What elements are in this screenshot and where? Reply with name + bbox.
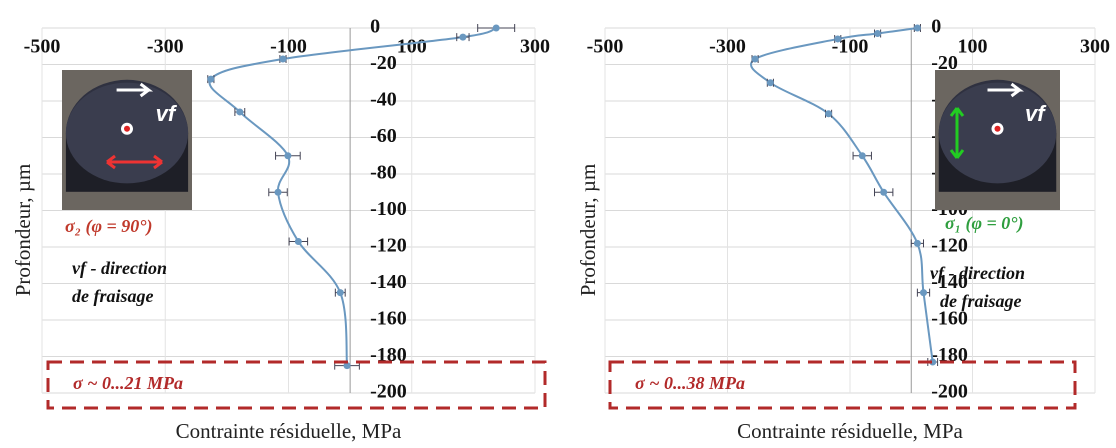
x-tick-label: -500 (587, 36, 624, 58)
y-tick-label: -100 (370, 198, 407, 220)
annotation: vf - direction (72, 258, 167, 278)
box-label: σ ~ 0...38 MPa (635, 373, 745, 393)
box-label: σ ~ 0...21 MPa (73, 373, 183, 393)
x-tick-label: 100 (958, 36, 988, 58)
x-axis-label: Contrainte résiduelle, MPa (176, 419, 402, 443)
photo-label: vf (156, 101, 178, 126)
y-tick-label: -40 (370, 89, 397, 111)
data-point (858, 152, 866, 160)
annotation: de fraisage (940, 291, 1021, 311)
y-tick-label: 0 (370, 16, 380, 38)
y-tick-label: -140 (931, 271, 968, 293)
data-point (336, 289, 344, 297)
y-tick-label: -20 (370, 52, 397, 74)
target-dot (124, 125, 130, 132)
data-point (236, 108, 244, 116)
data-point (279, 55, 287, 63)
direction-arrow (949, 107, 965, 159)
x-tick-label: 100 (397, 36, 427, 58)
y-tick-label: 0 (931, 16, 941, 38)
y-tick-label: -120 (370, 235, 407, 257)
data-point (929, 358, 937, 366)
x-tick-label: -100 (270, 36, 307, 58)
x-axis-label: Contrainte résiduelle, MPa (737, 419, 963, 443)
y-tick-label: -120 (931, 235, 968, 257)
x-tick-label: 300 (520, 36, 550, 58)
y-tick-label: -160 (931, 308, 968, 330)
data-point (274, 188, 282, 196)
data-point (492, 24, 500, 32)
y-tick-label: -200 (931, 381, 968, 403)
data-point (913, 239, 921, 247)
feed-arrow (987, 82, 1024, 98)
data-point (459, 33, 467, 41)
line (208, 27, 497, 366)
photo-label: vf (1025, 101, 1047, 126)
y-tick-label: -20 (931, 52, 958, 74)
y-axis-label: Profondeur, µm (576, 164, 600, 297)
data-point (874, 29, 882, 37)
y-tick-label: -160 (370, 308, 407, 330)
y-axis-label: Profondeur, µm (11, 164, 35, 297)
highlight-box (46, 360, 547, 410)
data-point (294, 238, 302, 246)
data-point (751, 55, 759, 63)
data-point (825, 110, 833, 118)
highlight-box (608, 360, 1077, 410)
y-tick-label: -140 (370, 271, 407, 293)
annotation: de fraisage (72, 286, 153, 306)
annotation: σ₂ (φ = 90°) (65, 216, 152, 237)
feed-arrow (116, 82, 154, 98)
target-dot (994, 125, 1001, 132)
chart: 0-20-40-60-80-100-120-140-160-180-200-50… (576, 16, 1110, 443)
line (750, 27, 934, 363)
annotation: vf - direction (930, 263, 1025, 283)
x-tick-label: -300 (147, 36, 184, 58)
y-tick-label: -80 (370, 162, 397, 184)
data-point (913, 24, 921, 32)
x-tick-label: 300 (1080, 36, 1110, 58)
y-tick-label: -60 (370, 125, 397, 147)
chart: 0-20-40-60-80-100-120-140-160-180-200-50… (11, 16, 550, 443)
data-point (834, 35, 842, 43)
direction-arrow (106, 154, 163, 170)
data-point (920, 289, 927, 297)
data-point (880, 188, 888, 196)
data-point (343, 362, 351, 370)
y-tick-label: -200 (370, 381, 407, 403)
data-point (207, 75, 215, 83)
data-point (766, 79, 774, 87)
x-tick-label: -500 (24, 36, 61, 58)
x-tick-label: -300 (709, 36, 746, 58)
annotation: σ₁ (φ = 0°) (945, 213, 1023, 234)
data-point (284, 152, 292, 160)
